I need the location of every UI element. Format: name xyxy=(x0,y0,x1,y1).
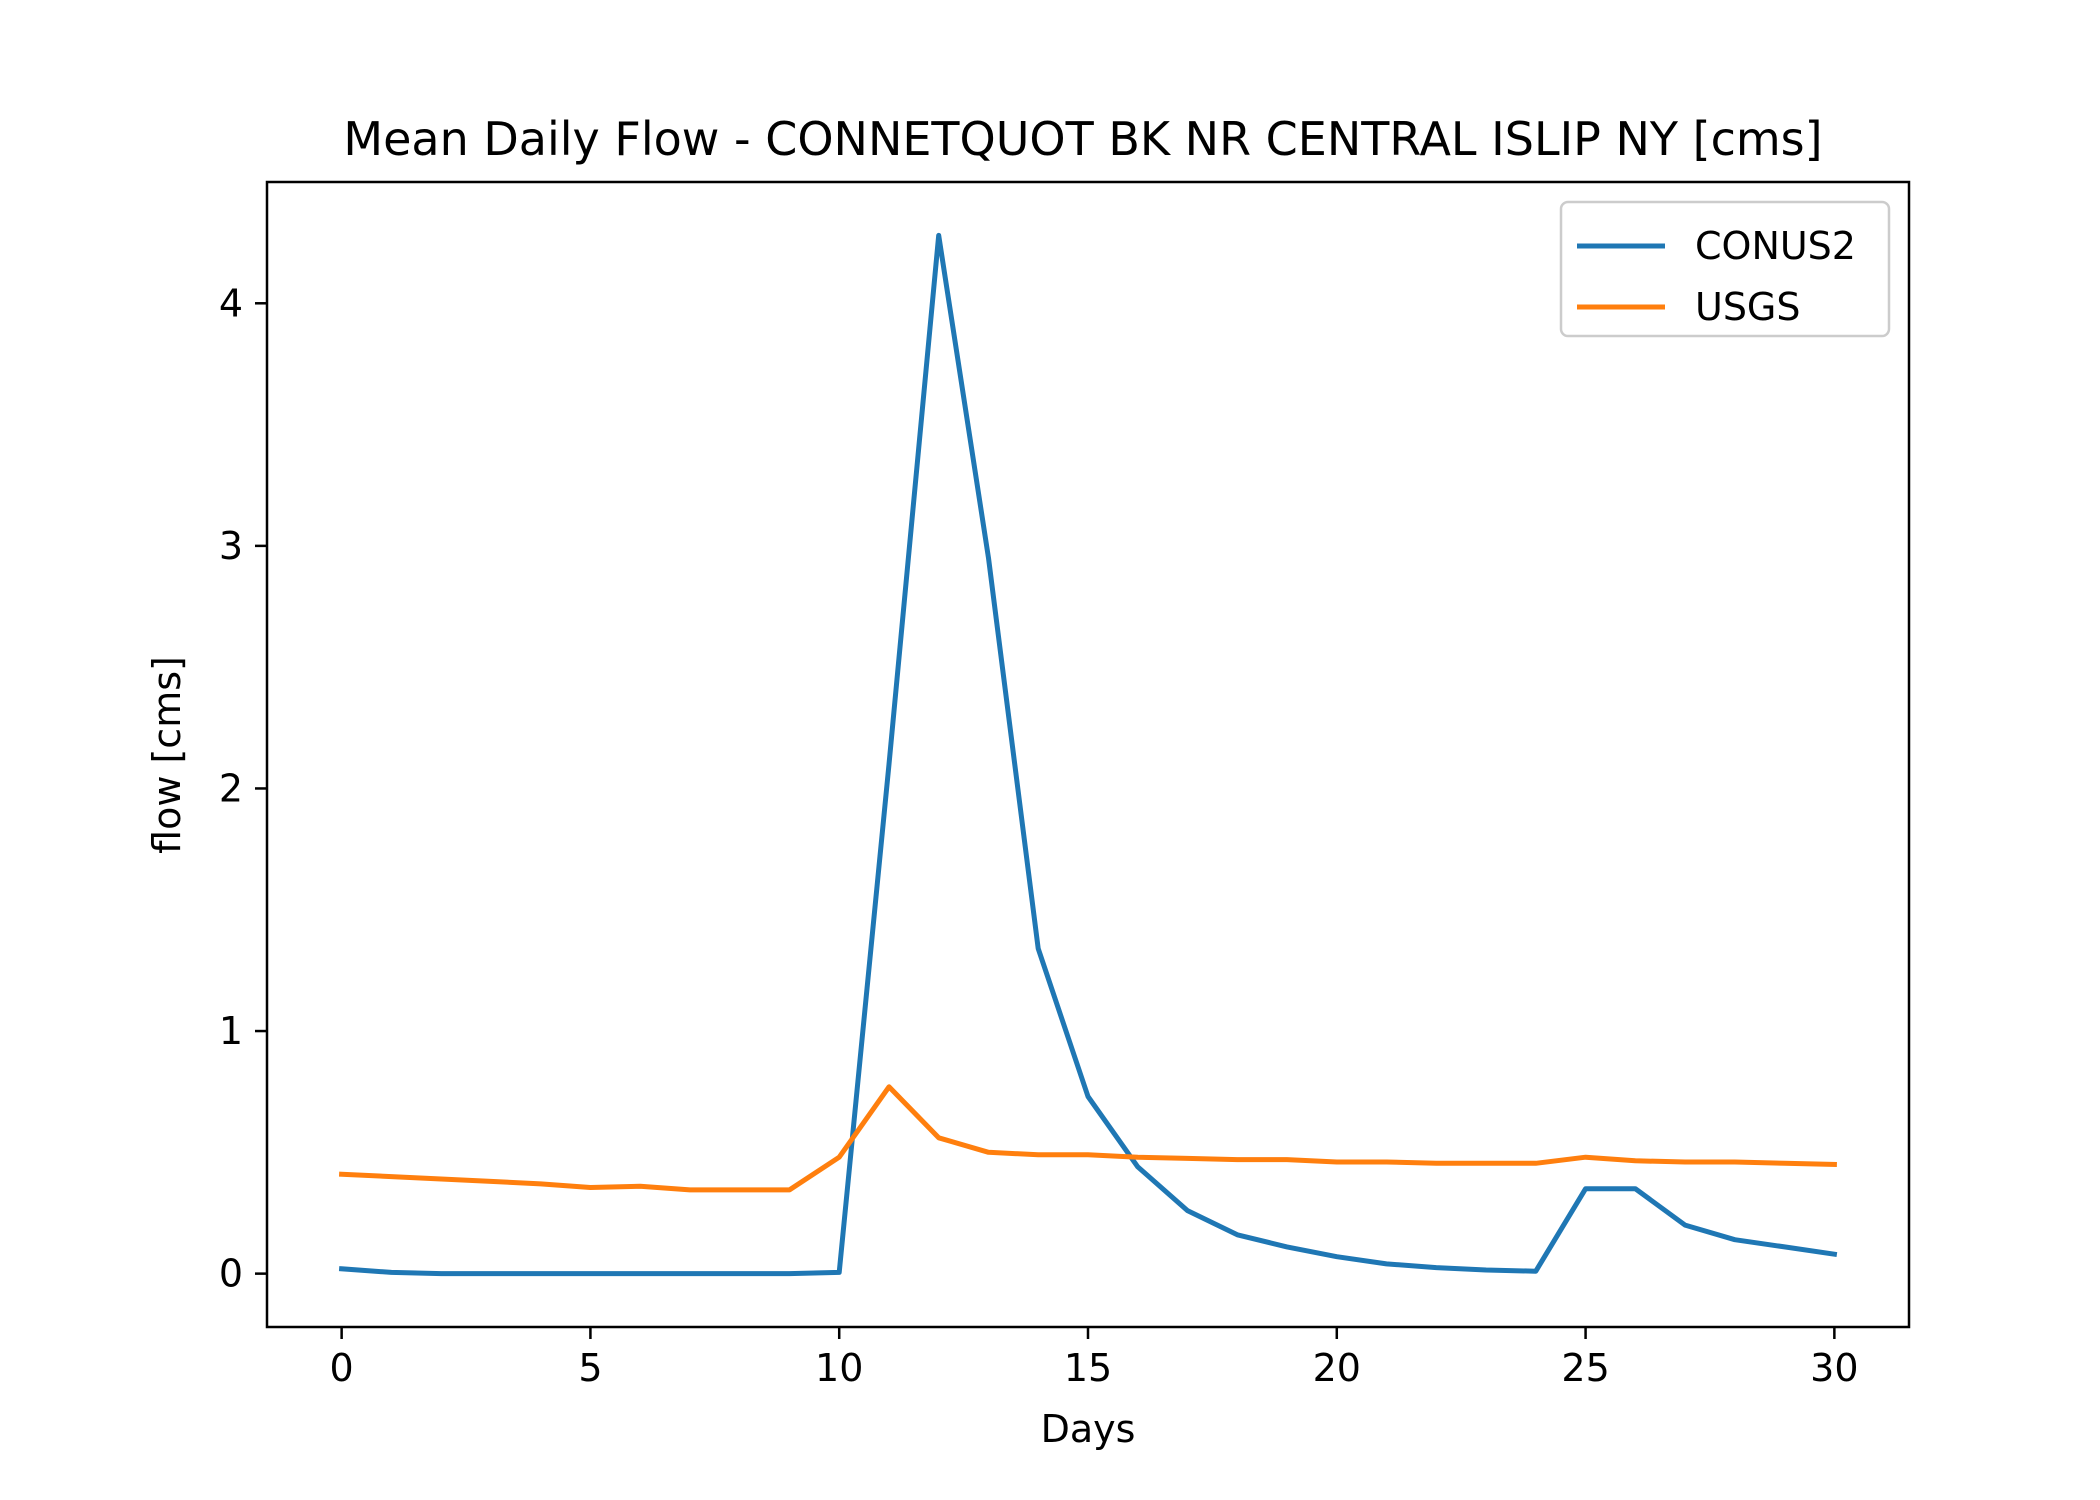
y-axis-label: flow [cms] xyxy=(145,656,189,854)
y-tick-label: 2 xyxy=(219,766,243,810)
x-tick-label: 15 xyxy=(1064,1346,1112,1390)
series-line-conus2 xyxy=(338,232,1838,1277)
legend: CONUS2 USGS xyxy=(1559,200,1891,338)
x-tick-label: 10 xyxy=(815,1346,863,1390)
y-tick-label: 3 xyxy=(219,524,243,568)
chart-title: Mean Daily Flow - CONNETQUOT BK NR CENTR… xyxy=(343,112,1822,166)
series-line-usgs xyxy=(338,1084,1837,1193)
x-axis-label: Days xyxy=(1041,1407,1136,1451)
legend-box xyxy=(1559,200,1891,338)
x-axis: 0 5 10 15 20 25 30 xyxy=(330,1327,1859,1390)
x-tick-label: 20 xyxy=(1313,1346,1361,1390)
x-tick-label: 30 xyxy=(1810,1346,1858,1390)
legend-label-conus2: CONUS2 xyxy=(1695,224,1856,268)
plot-area xyxy=(338,232,1838,1277)
y-tick-label: 4 xyxy=(219,281,243,325)
y-tick-label: 1 xyxy=(219,1009,243,1053)
x-tick-label: 25 xyxy=(1561,1346,1609,1390)
x-tick-label: 5 xyxy=(578,1346,602,1390)
y-axis: 0 1 2 3 4 xyxy=(219,281,267,1296)
legend-label-usgs: USGS xyxy=(1695,285,1801,329)
x-tick-label: 0 xyxy=(330,1346,354,1390)
y-tick-label: 0 xyxy=(219,1252,243,1296)
